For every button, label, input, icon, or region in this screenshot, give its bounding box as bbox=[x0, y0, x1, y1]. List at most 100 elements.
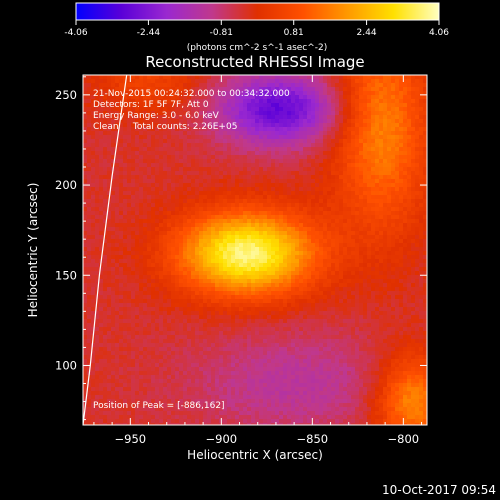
heatmap-cell bbox=[223, 347, 228, 352]
heatmap-cell bbox=[243, 315, 248, 320]
heatmap-cell bbox=[151, 87, 156, 92]
heatmap-cell bbox=[115, 367, 120, 372]
heatmap-cell bbox=[275, 75, 280, 80]
heatmap-cell bbox=[259, 359, 264, 364]
heatmap-cell bbox=[175, 327, 180, 332]
heatmap-cell bbox=[155, 103, 160, 108]
heatmap-cell bbox=[263, 327, 268, 332]
heatmap-cell bbox=[179, 267, 184, 272]
heatmap-cell bbox=[279, 299, 284, 304]
heatmap-cell bbox=[87, 339, 92, 344]
heatmap-cell bbox=[87, 255, 92, 260]
heatmap-cell bbox=[195, 299, 200, 304]
heatmap-cell bbox=[263, 103, 268, 108]
heatmap-cell bbox=[287, 359, 292, 364]
heatmap-cell bbox=[307, 167, 312, 172]
heatmap-cell bbox=[139, 215, 144, 220]
heatmap-cell bbox=[235, 83, 240, 88]
heatmap-cell bbox=[147, 127, 152, 132]
heatmap-cell bbox=[243, 127, 248, 132]
heatmap-cell bbox=[247, 183, 252, 188]
heatmap-cell bbox=[235, 263, 240, 268]
heatmap-cell bbox=[247, 163, 252, 168]
heatmap-cell bbox=[303, 279, 308, 284]
heatmap-cell bbox=[87, 267, 92, 272]
heatmap-cell bbox=[147, 391, 152, 396]
heatmap-cell bbox=[175, 247, 180, 252]
heatmap-cell bbox=[255, 355, 260, 360]
heatmap-cell bbox=[227, 199, 232, 204]
heatmap-cell bbox=[115, 395, 120, 400]
heatmap-cell bbox=[151, 423, 156, 425]
heatmap-cell bbox=[167, 411, 172, 416]
heatmap-cell bbox=[267, 395, 272, 400]
heatmap-cell bbox=[179, 391, 184, 396]
heatmap-cell bbox=[215, 355, 220, 360]
heatmap-cell bbox=[251, 335, 256, 340]
heatmap-cell bbox=[147, 151, 152, 156]
heatmap-cell bbox=[167, 223, 172, 228]
heatmap-cell bbox=[179, 287, 184, 292]
heatmap-cell bbox=[95, 379, 100, 384]
heatmap-cell bbox=[227, 319, 232, 324]
heatmap-cell bbox=[287, 111, 292, 116]
heatmap-cell bbox=[219, 163, 224, 168]
heatmap-cell bbox=[287, 135, 292, 140]
heatmap-cell bbox=[303, 231, 308, 236]
heatmap-cell bbox=[143, 411, 148, 416]
heatmap-cell bbox=[179, 235, 184, 240]
heatmap-cell bbox=[135, 339, 140, 344]
heatmap-cell bbox=[303, 423, 308, 425]
heatmap-cell bbox=[183, 355, 188, 360]
heatmap-cell bbox=[271, 319, 276, 324]
heatmap-cell bbox=[179, 419, 184, 424]
heatmap-cell bbox=[215, 367, 220, 372]
heatmap-cell bbox=[91, 383, 96, 388]
heatmap-cell bbox=[167, 191, 172, 196]
heatmap-cell bbox=[299, 187, 304, 192]
heatmap-cell bbox=[95, 83, 100, 88]
heatmap-cell bbox=[195, 147, 200, 152]
heatmap-cell bbox=[147, 215, 152, 220]
heatmap-cell bbox=[187, 207, 192, 212]
heatmap-cell bbox=[283, 99, 288, 104]
heatmap-cell bbox=[111, 251, 116, 256]
heatmap-cell bbox=[295, 315, 300, 320]
heatmap-cell bbox=[99, 131, 104, 136]
heatmap-cell bbox=[123, 207, 128, 212]
heatmap-cell bbox=[271, 291, 276, 296]
heatmap-cell bbox=[163, 335, 168, 340]
heatmap-cell bbox=[99, 391, 104, 396]
heatmap-cell bbox=[199, 87, 204, 92]
heatmap-cell bbox=[163, 263, 168, 268]
heatmap-cell bbox=[255, 191, 260, 196]
heatmap-cell bbox=[99, 99, 104, 104]
heatmap-cell bbox=[127, 303, 132, 308]
heatmap-cell bbox=[119, 387, 124, 392]
heatmap-cell bbox=[195, 159, 200, 164]
heatmap-cell bbox=[223, 195, 228, 200]
heatmap-cell bbox=[163, 411, 168, 416]
heatmap-cell bbox=[239, 287, 244, 292]
heatmap-cell bbox=[159, 91, 164, 96]
heatmap-cell bbox=[283, 167, 288, 172]
heatmap-cell bbox=[159, 99, 164, 104]
heatmap-cell bbox=[107, 383, 112, 388]
heatmap-cell bbox=[183, 151, 188, 156]
heatmap-cell bbox=[151, 419, 156, 424]
heatmap-cell bbox=[275, 91, 280, 96]
heatmap-cell bbox=[179, 323, 184, 328]
heatmap-cell bbox=[247, 259, 252, 264]
heatmap-cell bbox=[291, 307, 296, 312]
heatmap-cell bbox=[163, 103, 168, 108]
heatmap-cell bbox=[111, 327, 116, 332]
heatmap-cell bbox=[243, 255, 248, 260]
heatmap-cell bbox=[239, 315, 244, 320]
heatmap-cell bbox=[107, 303, 112, 308]
heatmap-cell bbox=[103, 183, 108, 188]
heatmap-cell bbox=[275, 299, 280, 304]
heatmap-cell bbox=[183, 183, 188, 188]
heatmap-cell bbox=[287, 95, 292, 100]
heatmap-cell bbox=[279, 387, 284, 392]
heatmap-cell bbox=[271, 407, 276, 412]
